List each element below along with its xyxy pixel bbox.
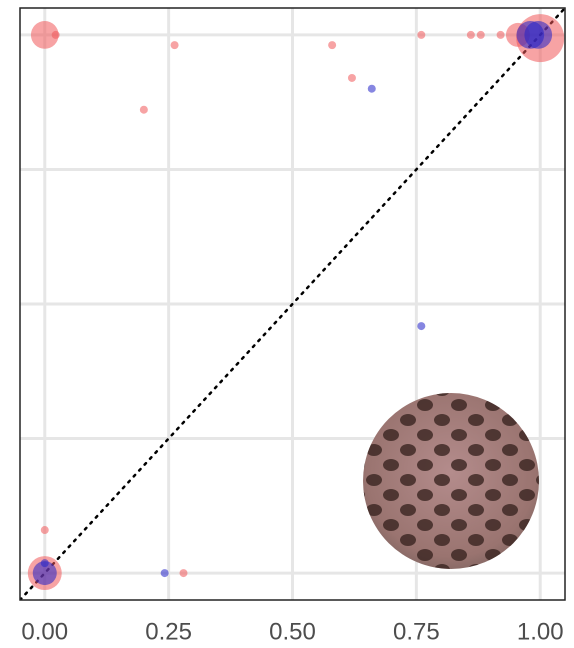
point bbox=[347, 73, 356, 82]
x-tick-label: 0.25 bbox=[145, 618, 192, 645]
point bbox=[32, 561, 57, 586]
point bbox=[30, 21, 59, 49]
x-tick-label: 0.75 bbox=[393, 618, 440, 645]
point bbox=[466, 30, 475, 39]
point bbox=[417, 322, 426, 331]
coral-photo bbox=[363, 393, 539, 569]
identity-line bbox=[20, 8, 565, 600]
x-tick-label: 1.00 bbox=[517, 618, 564, 645]
point bbox=[417, 30, 426, 39]
point bbox=[179, 569, 188, 578]
point bbox=[160, 569, 169, 578]
point bbox=[328, 41, 337, 50]
point bbox=[51, 30, 60, 39]
point bbox=[496, 30, 505, 39]
point bbox=[170, 41, 179, 50]
coral-photo-texture bbox=[363, 393, 539, 569]
point bbox=[524, 21, 553, 49]
points bbox=[27, 14, 565, 591]
point bbox=[139, 105, 148, 114]
point bbox=[367, 84, 376, 93]
point bbox=[40, 526, 49, 535]
panel-border bbox=[19, 7, 566, 601]
x-tick-label: 0.00 bbox=[21, 618, 68, 645]
x-tick-label: 0.50 bbox=[269, 618, 316, 645]
point bbox=[476, 30, 485, 39]
